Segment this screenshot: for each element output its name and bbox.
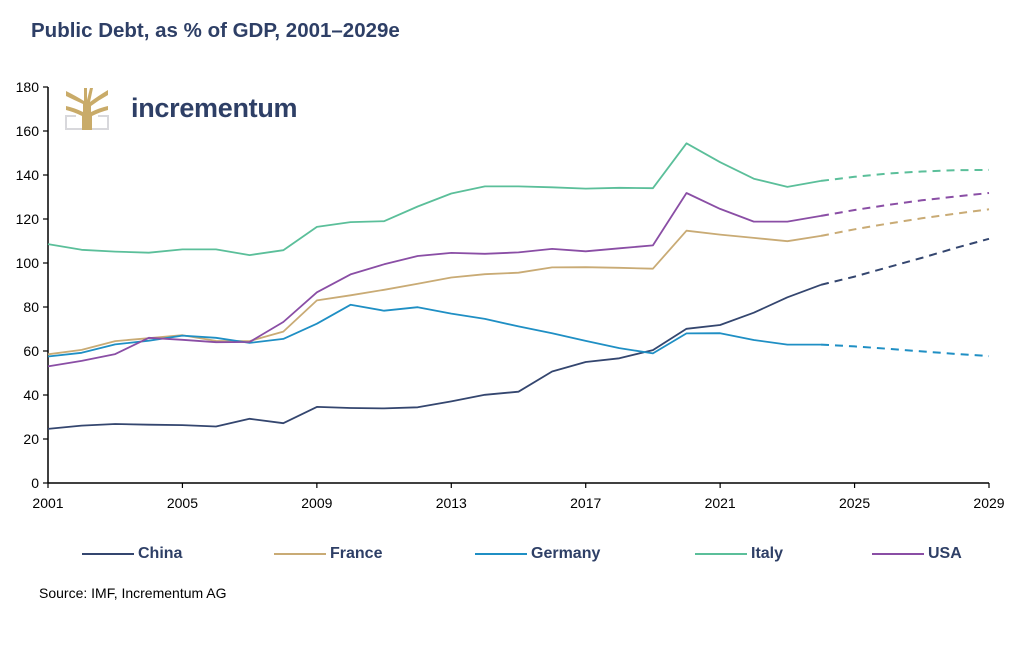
legend-swatch [82,553,134,555]
axes: 0 20 40 60 80 100 120 140 160 180 2001 2005 2009 2013… [16,79,1005,511]
legend-item-france: France [274,545,382,563]
series-usa [47,192,990,368]
series-line-forecast [820,208,990,237]
y-tick-label: 0 [31,475,39,491]
series-germany [47,303,990,358]
series-line-actual [47,192,822,368]
chart-title: Public Debt, as % of GDP, 2001–2029e [31,19,400,42]
tree-icon [65,88,109,130]
legend-item-italy: Italy [695,545,783,563]
series-line-actual [47,283,822,430]
legend-swatch [872,553,924,555]
y-tick-label: 20 [23,431,39,447]
legend-item-germany: Germany [475,545,600,563]
source-note: Source: IMF, Incrementum AG [39,585,227,601]
legend-swatch [274,553,326,555]
legend-label: France [330,545,383,562]
x-tick-label: 2013 [436,495,467,511]
line-chart: 0 20 40 60 80 100 120 140 160 180 2001 2005 2009 2013… [16,79,1005,511]
legend-swatch [475,553,527,555]
y-tick-label: 100 [16,255,40,271]
x-tick-label: 2017 [570,495,601,511]
legend-label: Germany [531,545,601,562]
series-line-actual [47,142,822,257]
series-line-forecast [820,343,990,358]
x-tick-label: 2025 [839,495,870,511]
logo-text: incrementum [131,92,298,123]
legend-label: Italy [751,545,784,562]
x-tick-label: 2029 [973,495,1004,511]
legend-item-usa: USA [872,545,962,563]
legend-swatch [695,553,747,555]
x-tick-label: 2005 [167,495,198,511]
legend: China France Germany Italy USA [0,545,1024,569]
series-layer [47,142,990,430]
y-tick-label: 80 [23,299,39,315]
y-tick-label: 160 [16,123,40,139]
legend-label: USA [928,545,962,562]
y-tick-label: 40 [23,387,39,403]
y-tick-label: 60 [23,343,39,359]
x-tick-label: 2009 [301,495,332,511]
y-tick-label: 140 [16,167,40,183]
series-line-forecast [820,192,990,217]
series-line-forecast [820,168,990,182]
series-line-forecast [820,237,990,286]
series-line-actual [47,229,822,356]
y-tick-label: 180 [16,79,40,95]
incrementum-logo: incrementum [64,86,298,130]
y-tick-label: 120 [16,211,40,227]
series-italy [47,142,990,257]
x-tick-label: 2001 [32,495,63,511]
legend-item-china: China [82,545,182,563]
legend-label: China [138,545,183,562]
series-china [47,237,990,430]
x-tick-label: 2021 [705,495,736,511]
tree-trunk [66,88,108,130]
series-line-actual [47,303,821,358]
series-france [47,208,990,356]
